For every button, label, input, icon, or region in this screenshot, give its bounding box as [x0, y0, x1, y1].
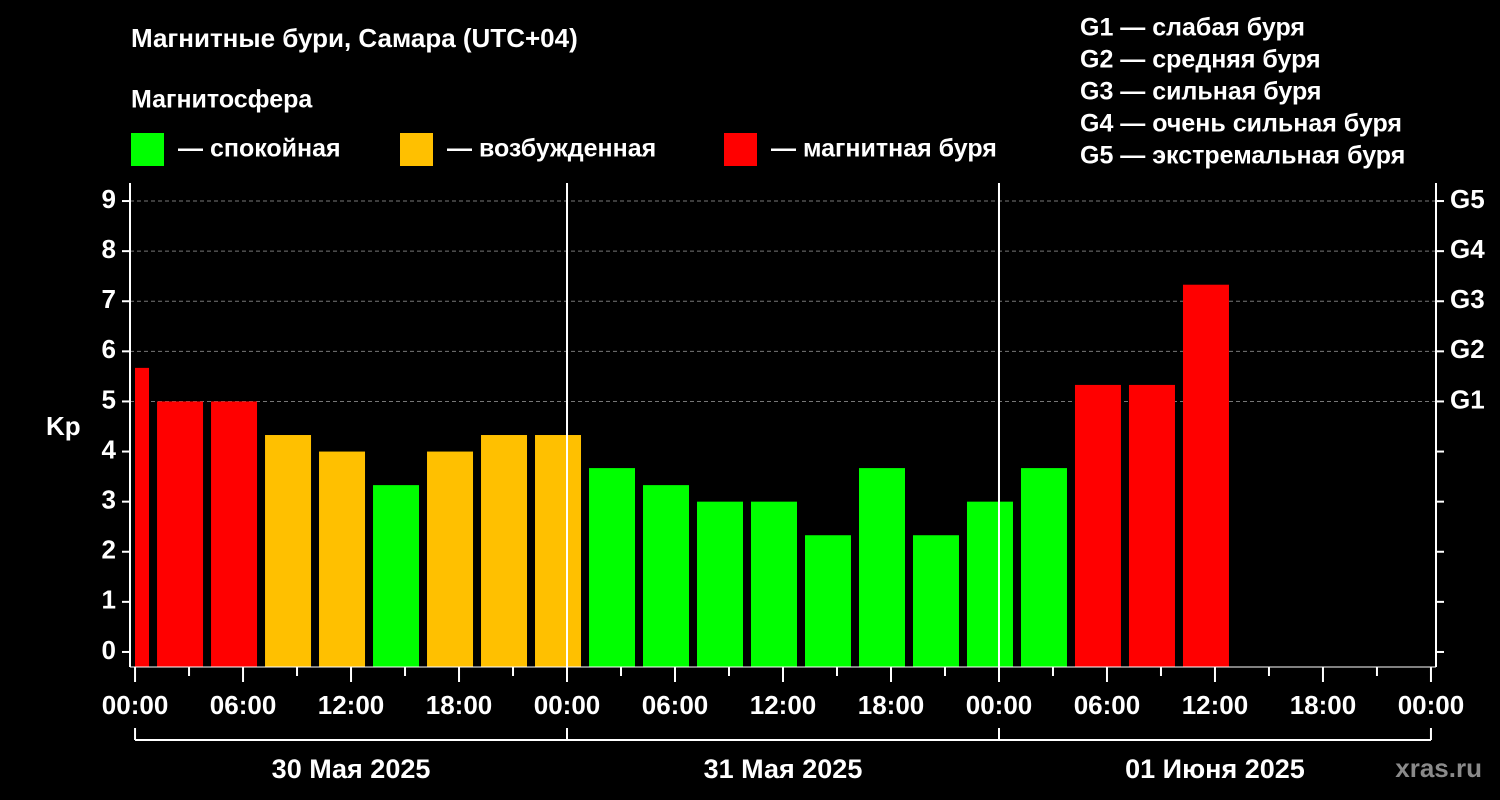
scale-note: G4 — очень сильная буря [1080, 110, 1402, 138]
bar [804, 535, 851, 667]
y2-tick-label: G2 [1450, 334, 1485, 364]
x-tick-label: 06:00 [210, 690, 277, 720]
bar [319, 451, 366, 667]
bar [211, 401, 258, 667]
bar [481, 435, 528, 667]
bar [643, 485, 690, 667]
y-tick-label: 4 [102, 434, 117, 464]
y-tick-label: 2 [102, 535, 116, 565]
y-tick-label: 7 [102, 284, 116, 314]
y-tick-label: 1 [102, 585, 116, 615]
bar [751, 501, 797, 667]
bar [858, 468, 905, 667]
bar [373, 485, 420, 667]
bar [265, 435, 312, 667]
scale-note: G3 — сильная буря [1080, 78, 1322, 106]
x-tick-label: 06:00 [642, 690, 709, 720]
bar [1182, 284, 1229, 667]
bar [157, 401, 204, 667]
x-tick-label: 18:00 [1290, 690, 1357, 720]
y-axis-label: Kp [46, 411, 81, 441]
x-tick-label: 18:00 [858, 690, 925, 720]
scale-note: G5 — экстремальная буря [1080, 142, 1405, 170]
x-tick-label: 00:00 [966, 690, 1033, 720]
date-label: 01 Июня 2025 [1125, 754, 1305, 784]
scale-note: G1 — слабая буря [1080, 14, 1305, 42]
x-tick-label: 12:00 [1182, 690, 1249, 720]
y-tick-label: 8 [102, 234, 116, 264]
y-tick-label: 5 [102, 384, 116, 414]
bar [589, 468, 636, 667]
bar [1128, 384, 1175, 667]
x-tick-label: 12:00 [318, 690, 385, 720]
date-label: 31 Мая 2025 [704, 754, 863, 784]
bar [427, 451, 474, 667]
y2-tick-label: G1 [1450, 384, 1485, 414]
legend-label: — спокойная [178, 135, 341, 163]
bar [1020, 468, 1067, 667]
chart-title: Магнитные бури, Самара (UTC+04) [131, 23, 578, 53]
y-tick-label: 3 [102, 485, 116, 515]
legend-label: — магнитная буря [771, 135, 997, 163]
bar [135, 367, 150, 667]
legend-label: — возбужденная [447, 135, 656, 163]
bar [697, 501, 744, 667]
y2-tick-label: G4 [1450, 234, 1485, 264]
x-tick-label: 00:00 [102, 690, 169, 720]
y2-tick-label: G3 [1450, 284, 1485, 314]
y-tick-label: 9 [102, 184, 116, 214]
legend-swatch [400, 133, 433, 166]
watermark: xras.ru [1395, 753, 1482, 783]
bar [1074, 384, 1121, 667]
x-tick-label: 00:00 [534, 690, 601, 720]
bar [966, 501, 1013, 667]
bars [135, 284, 1229, 667]
y-tick-label: 0 [102, 635, 116, 665]
y-tick-label: 6 [102, 334, 116, 364]
subtitle: Магнитосфера [131, 86, 313, 114]
legend-swatch [724, 133, 757, 166]
x-tick-label: 00:00 [1398, 690, 1465, 720]
x-tick-label: 12:00 [750, 690, 817, 720]
x-tick-label: 06:00 [1074, 690, 1141, 720]
legend-swatch [131, 133, 164, 166]
bar [535, 435, 582, 667]
scale-note: G2 — средняя буря [1080, 46, 1321, 74]
bar [912, 535, 959, 667]
date-label: 30 Мая 2025 [272, 754, 431, 784]
y2-tick-label: G5 [1450, 184, 1485, 214]
x-tick-label: 18:00 [426, 690, 493, 720]
